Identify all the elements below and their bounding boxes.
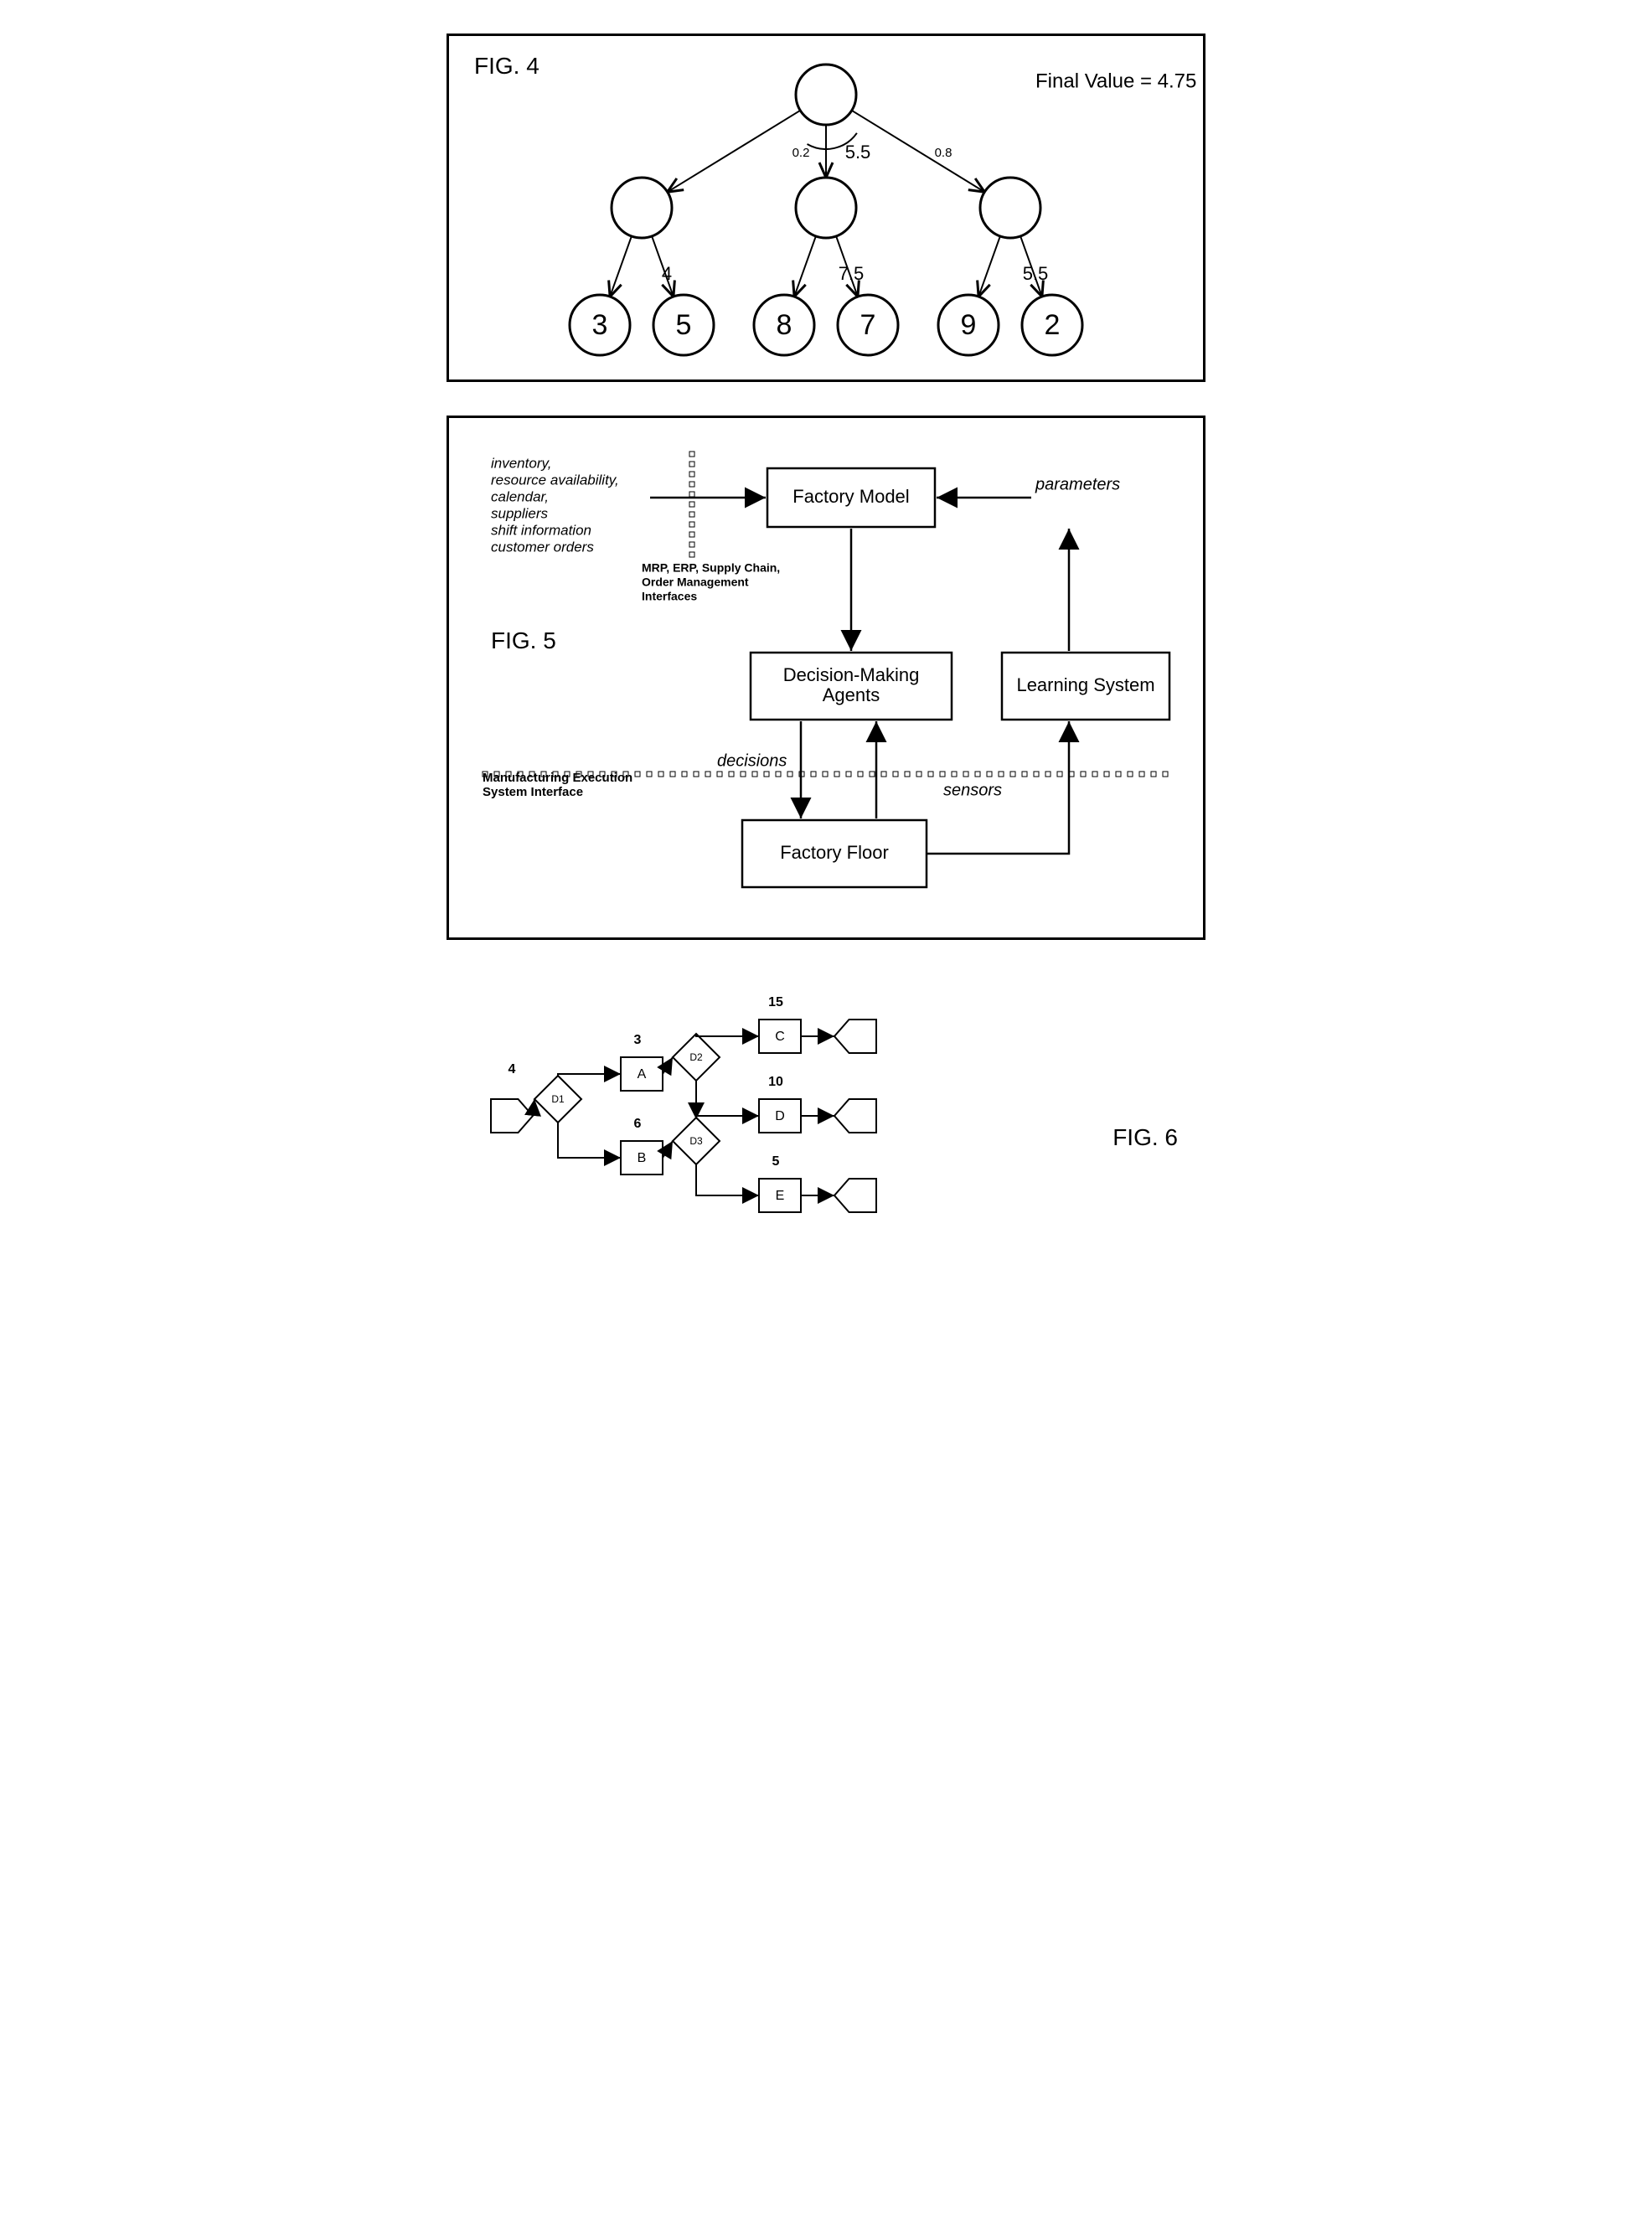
svg-text:Learning System: Learning System [1016,674,1154,695]
svg-text:MRP, ERP, Supply Chain,: MRP, ERP, Supply Chain, [642,561,780,575]
svg-text:E: E [776,1189,785,1203]
svg-text:6: 6 [634,1117,642,1131]
svg-text:D: D [775,1109,785,1123]
svg-text:D2: D2 [689,1051,703,1063]
svg-text:shift information: shift information [491,522,591,538]
svg-text:5.5: 5.5 [845,142,871,163]
svg-text:suppliers: suppliers [491,505,549,521]
fig5-svg: Factory Model Decision-MakingAgents Learni… [449,418,1203,937]
svg-text:10: 10 [768,1075,783,1089]
svg-text:Agents: Agents [823,684,880,705]
svg-text:B: B [638,1151,647,1165]
svg-text:System Interface: System Interface [483,785,583,799]
svg-text:7.5: 7.5 [839,263,865,284]
svg-text:D3: D3 [689,1135,703,1147]
svg-text:inventory,: inventory, [491,455,551,471]
svg-text:Interfaces: Interfaces [642,590,697,603]
figure-5-container: FIG. 5 Factory Model Decision-MakingAgent… [447,416,1205,940]
fig6-label: FIG. 6 [1113,1124,1178,1151]
svg-text:calendar,: calendar, [491,488,549,504]
svg-text:5: 5 [772,1154,780,1169]
svg-text:decisions: decisions [717,751,787,770]
fig4-svg: 3 5 8 7 9 2 5.5 0.2 0.8 4 7.5 5.5 Final Value = 4.75 [449,36,1203,379]
fig5-label: FIG. 5 [491,627,556,654]
svg-text:4: 4 [509,1062,516,1076]
svg-text:4: 4 [662,263,672,284]
svg-text:2: 2 [1045,309,1061,341]
svg-text:15: 15 [768,995,783,1009]
svg-text:customer orders: customer orders [491,539,594,555]
svg-text:5.5: 5.5 [1023,263,1049,284]
svg-text:C: C [775,1030,785,1044]
figure-6-container: D1 D2 D3 A B C D E 4 3 6 15 10 5 FIG. 6 [449,973,1203,1250]
figure-4-container: FIG. 4 3 5 8 7 9 2 5.5 0.2 0.8 4 7.5 5.5 Final Value… [447,34,1205,382]
svg-text:D1: D1 [551,1093,565,1105]
fig6-svg: D1 D2 D3 A B C D E 4 3 6 15 10 5 [466,973,927,1250]
svg-text:3: 3 [592,309,608,341]
svg-text:Factory Model: Factory Model [792,486,909,507]
svg-text:5: 5 [676,309,692,341]
svg-text:9: 9 [961,309,977,341]
svg-text:0.8: 0.8 [935,146,952,160]
svg-text:Decision-Making: Decision-Making [783,664,920,685]
svg-text:3: 3 [634,1033,642,1047]
svg-text:0.2: 0.2 [792,146,810,160]
svg-text:Factory Floor: Factory Floor [780,842,889,863]
svg-text:A: A [638,1067,647,1082]
svg-text:Manufacturing Execution: Manufacturing Execution [483,771,632,785]
fig4-label: FIG. 4 [474,53,539,80]
svg-text:8: 8 [777,309,792,341]
svg-text:7: 7 [860,309,876,341]
svg-text:parameters: parameters [1035,475,1120,493]
svg-text:Order Management: Order Management [642,576,749,589]
svg-text:resource availability,: resource availability, [491,472,619,488]
svg-text:Final Value = 4.75: Final Value = 4.75 [1035,70,1196,92]
svg-text:sensors: sensors [943,781,1002,799]
